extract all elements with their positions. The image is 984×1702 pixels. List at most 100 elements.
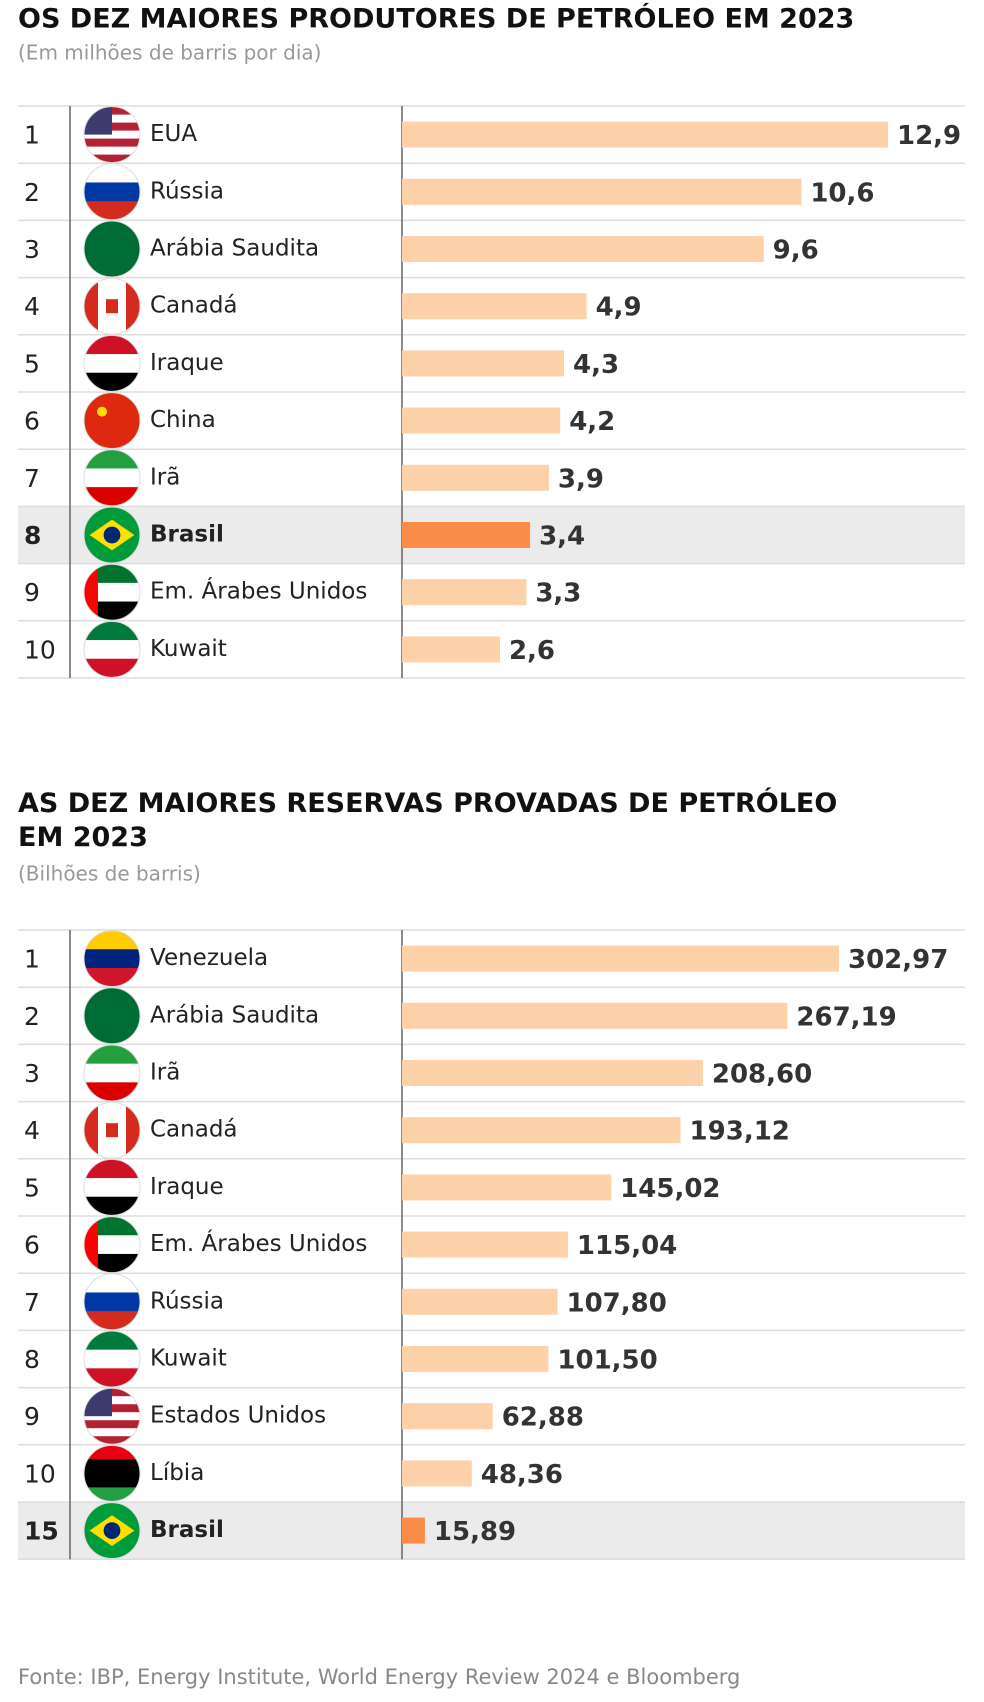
flag-icon [84,507,140,563]
flag-stripe [84,1273,140,1293]
rank-label: 10 [24,635,56,664]
flag-icon [84,221,140,277]
value-label: 15,89 [434,1517,516,1547]
value-label: 2,6 [509,636,555,666]
rank-label: 1 [24,121,40,150]
flag-stripe [84,138,140,148]
flag-border [83,1158,141,1216]
country-label: Brasil [150,522,224,548]
rank-label: 9 [24,1402,40,1431]
flag-stripe [84,930,140,950]
flag-icon [84,1273,140,1330]
bar [402,945,839,972]
country-label: Irã [150,1060,180,1086]
country-label: Canadá [150,1117,238,1143]
flag-stripe [84,449,140,469]
flag-stripe [84,487,140,506]
flag-stripe [84,1420,140,1429]
flag-leaf [106,1123,118,1138]
chart-subtitle: (Bilhões de barris) [18,862,201,886]
flag-stripe [84,372,140,392]
flag-stripe [84,1311,140,1330]
flag-stripe [84,658,140,678]
flag-stripe [84,154,140,163]
bar [402,178,802,205]
bar [402,1002,788,1029]
flag-border [83,930,141,988]
flag-icon [84,1502,140,1559]
flag-stripe [84,1045,140,1065]
country-label: Em. Árabes Unidos [150,577,367,605]
value-label: 101,50 [557,1346,657,1376]
flag-stripe [84,621,140,641]
flag-border [83,620,141,678]
value-label: 107,80 [566,1288,666,1318]
flag-stripe [84,1459,140,1474]
flag-stripe [84,201,140,220]
flag-border [83,334,141,392]
bar [402,1174,612,1201]
flag-band [84,564,98,621]
bar [402,636,500,663]
value-label: 145,02 [620,1174,720,1204]
flag-icon [84,449,140,506]
country-label: Iraque [150,350,224,376]
bar [402,1403,493,1430]
flag-border [83,277,141,335]
flag-border [83,163,141,221]
country-label: Em. Árabes Unidos [150,1229,367,1257]
country-label: Irã [150,464,180,490]
flag-stripe [84,354,140,374]
flag-icon [84,987,140,1044]
flag-stripe [84,163,140,183]
country-label: Canadá [150,293,238,319]
rank-label: 8 [24,1345,40,1374]
flag-stripe [126,278,140,335]
country-label: Rússia [150,1288,224,1314]
flag-stripe [84,1368,140,1387]
flag-border [83,1330,141,1388]
value-label: 4,9 [596,293,642,323]
flag-border [83,106,141,164]
rank-label: 7 [24,1288,40,1317]
flag-stripe [84,392,140,449]
bar [402,579,527,606]
flag-border [83,987,141,1045]
flag-stripe [84,949,140,969]
value-label: 3,4 [539,522,585,552]
bar [402,522,531,548]
flag-stripe [98,1102,113,1159]
flag-stripe [84,182,140,202]
flag-stripe [84,1178,140,1198]
flag-border [83,1387,141,1445]
flag-stripe [112,1102,127,1159]
source: Fonte: IBP, Energy Institute, World Ener… [18,1665,740,1689]
country-label: EUA [150,121,197,147]
flag-leaf [106,299,118,314]
value-label: 12,9 [897,121,961,151]
flag-stripe [84,987,140,1044]
flag-stripe [112,278,127,335]
flag-border [83,1273,141,1331]
flag-star [97,406,107,417]
rank-label: 3 [24,1059,40,1088]
flag-globe [103,1522,121,1539]
flag-icon [84,621,140,678]
country-label: China [150,407,216,433]
country-label: Venezuela [150,945,268,971]
flag-stripe [84,130,140,140]
country-label: Iraque [150,1174,224,1200]
value-label: 208,60 [712,1060,812,1090]
flag-stripe [84,1196,140,1216]
rank-label: 8 [24,521,41,550]
value-label: 3,3 [535,579,581,609]
flag-stripe [84,1487,140,1502]
flag-border [83,449,141,507]
rank-label: 2 [24,1002,40,1031]
rank-label: 2 [24,178,40,207]
flag-stripe [84,1292,140,1312]
rank-label: 6 [24,407,40,436]
country-label: Kuwait [150,1346,227,1372]
flag-stripe [84,1102,99,1159]
country-label: Kuwait [150,636,227,662]
